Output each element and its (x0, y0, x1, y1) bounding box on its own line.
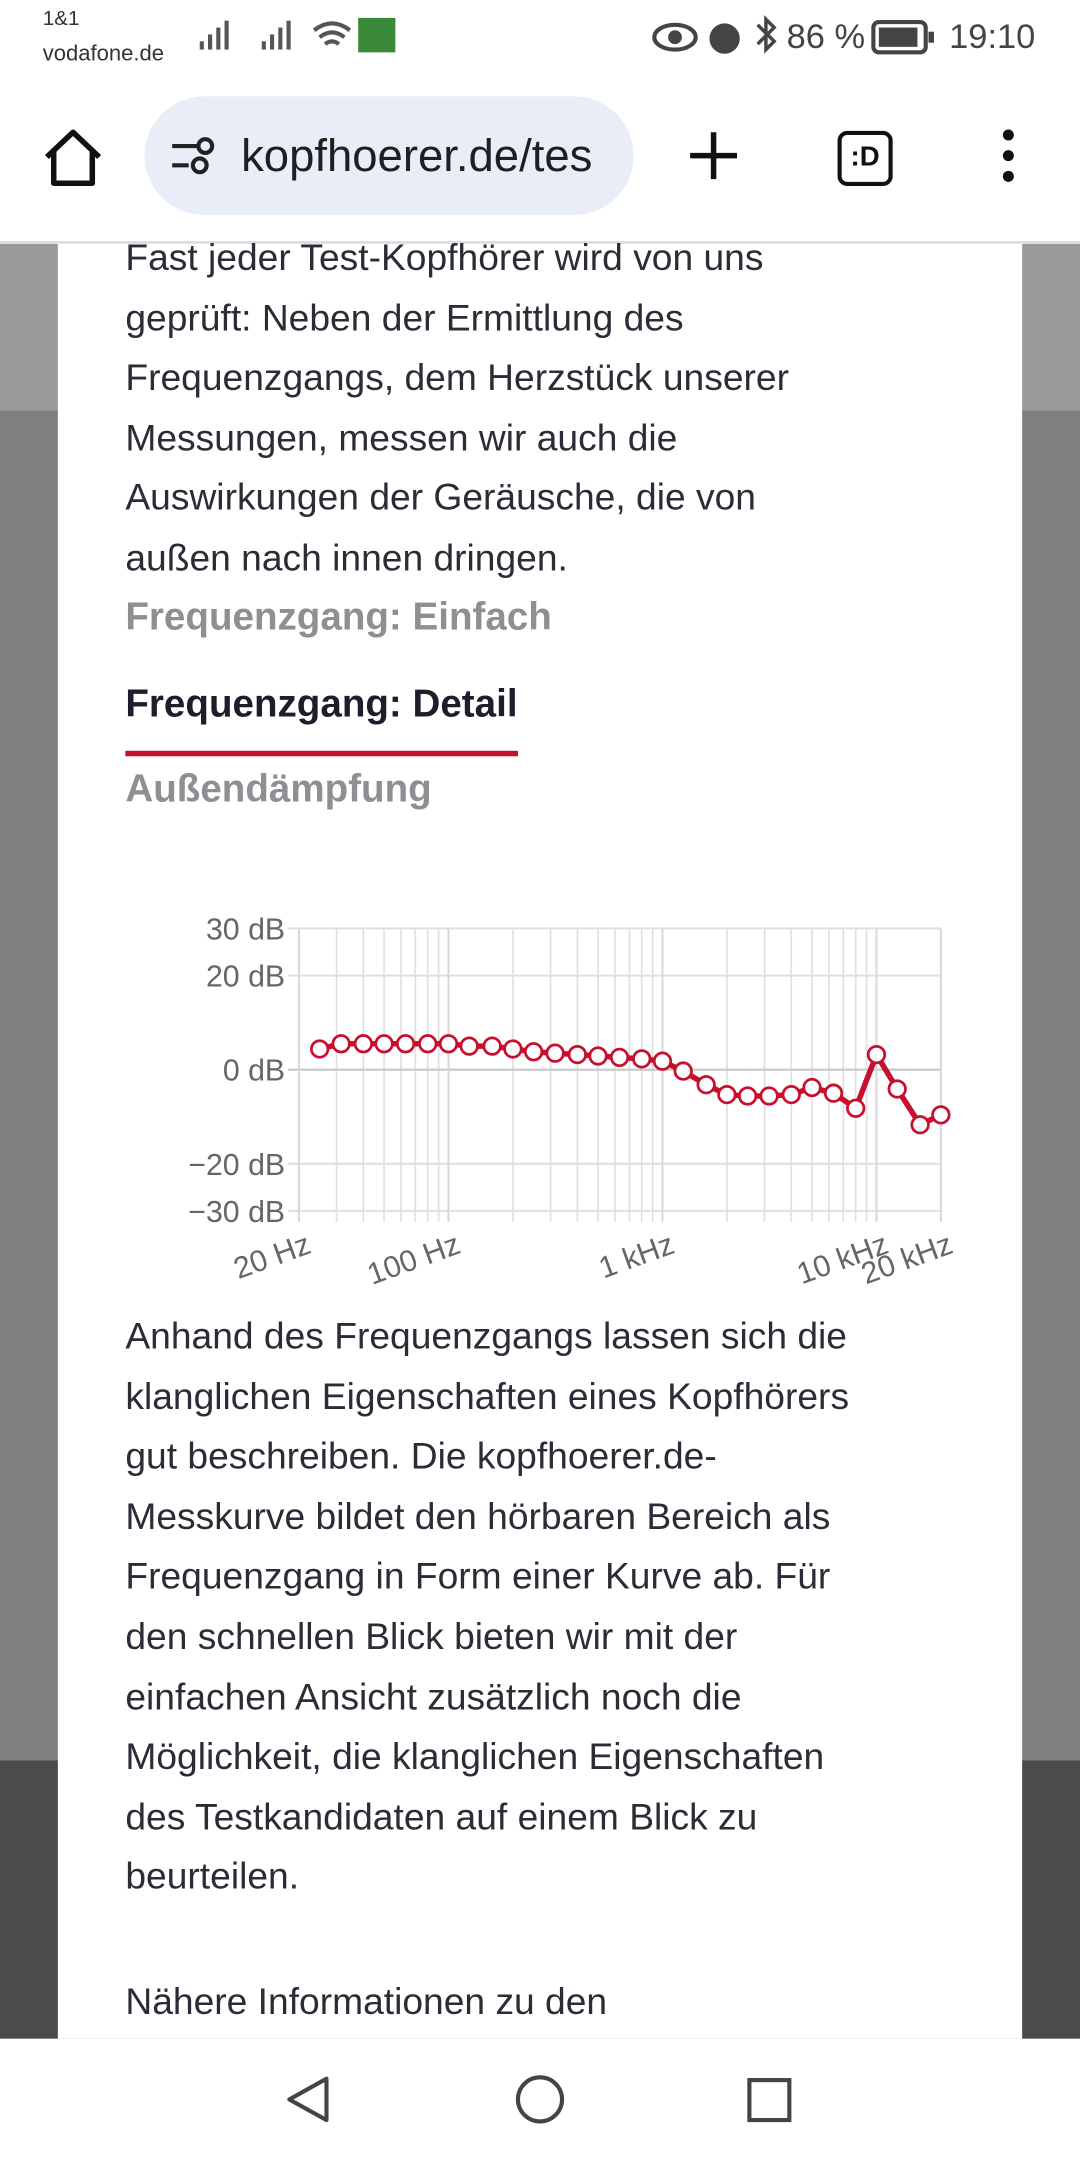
x-tick-label: 1 kHz (595, 1228, 679, 1286)
text-line: Nähere Informationen zu den (125, 1980, 608, 2023)
new-tab-button[interactable] (686, 128, 741, 183)
data-point (717, 1084, 737, 1105)
battery-icon (871, 19, 934, 55)
browser-toolbar: kopfhoerer.de/tes :D (0, 82, 1080, 244)
tab[interactable]: Frequenzgang: Detail (125, 681, 518, 725)
carrier: 1&1 (42, 6, 80, 31)
data-point (866, 1044, 887, 1065)
text-line: Frequenzgang in Form einer Kurve ab. Für (125, 1555, 831, 1598)
data-point (438, 1034, 459, 1054)
home-button[interactable] (39, 124, 108, 193)
menu-button[interactable] (995, 128, 1023, 183)
data-point (737, 1086, 758, 1106)
text-line: beurteilen. (125, 1856, 300, 1898)
data-point (310, 1039, 330, 1059)
text-line: Möglichkeit, die klanglichen Eigenschaft… (125, 1735, 825, 1778)
battery-level: 86 % (786, 17, 866, 57)
x-tick-label: 20 Hz (229, 1228, 315, 1286)
text-line: Messkurve bildet den hörbaren Bereich al… (125, 1495, 831, 1538)
data-point (331, 1034, 351, 1054)
data-point (781, 1084, 801, 1105)
site-settings-icon[interactable] (169, 135, 219, 179)
data-point (353, 1034, 373, 1054)
data-point (632, 1049, 652, 1069)
text-line: den schnellen Blick bieten wir mit der (125, 1615, 738, 1658)
data-point (696, 1075, 716, 1095)
data-point (846, 1098, 866, 1118)
url-bar[interactable]: kopfhoerer.de/tes (144, 96, 634, 215)
data-point (802, 1077, 822, 1098)
y-tick-label: 20 dB (206, 961, 285, 994)
tab[interactable]: Außendämpfung (125, 767, 432, 810)
data-point (567, 1044, 587, 1065)
text-line: klanglichen Eigenschaften eines Kopfhöre… (125, 1375, 850, 1417)
data-point (418, 1034, 438, 1054)
y-tick-label: 0 dB (223, 1055, 285, 1088)
text-line: Fast jeder Test-Kopfhörer wird von uns (125, 236, 764, 279)
tab[interactable]: Frequenzgang: Einfach (125, 595, 552, 638)
text-line: geprüft: Neben der Ermittlung des (125, 296, 684, 339)
data-point (503, 1039, 523, 1059)
data-point (459, 1036, 479, 1056)
tab-switcher[interactable]: :D (837, 130, 893, 186)
x-tick-label: 100 Hz (363, 1228, 464, 1292)
data-point (673, 1061, 693, 1081)
data-point (588, 1046, 608, 1066)
system-icons (652, 15, 777, 54)
clock: 19:10 (949, 17, 1036, 57)
data-point (524, 1042, 544, 1062)
tab-underline (125, 750, 518, 757)
text-line: gut beschreiben. Die kopfhoerer.de- (125, 1435, 717, 1477)
data-point (545, 1043, 565, 1063)
text-line: außen nach innen dringen. (125, 537, 568, 579)
data-point (910, 1115, 930, 1135)
data-point (374, 1034, 394, 1054)
nav-icons (287, 2075, 792, 2124)
data-point (609, 1047, 630, 1068)
text-line: Anhand des Frequenzgangs lassen sich die (125, 1315, 847, 1357)
status-bar: 1&1 vodafone.de 86 % 19:10 (0, 0, 1080, 83)
text-line: Messungen, messen wir auch die (125, 417, 678, 459)
data-point (823, 1083, 844, 1103)
tab-count: :D (850, 141, 880, 173)
signal-icons (199, 17, 396, 53)
y-tick-label: −30 dB (188, 1196, 285, 1229)
text-line: einfachen Ansicht zusätzlich noch die (125, 1675, 742, 1718)
data-point (759, 1086, 779, 1106)
y-tick-label: −20 dB (188, 1149, 285, 1182)
text-line: Frequenzgangs, dem Herzstück unserer (125, 357, 789, 399)
text-line: Auswirkungen der Geräusche, die von (125, 477, 756, 519)
data-point (395, 1034, 416, 1054)
data-point (482, 1036, 502, 1056)
data-point (652, 1051, 673, 1071)
nav-bar (0, 2038, 1080, 2160)
data-point (931, 1105, 951, 1125)
data-point (887, 1079, 907, 1099)
text-line: des Testkandidaten auf einem Blick zu (125, 1796, 758, 1838)
y-tick-label: 30 dB (206, 913, 285, 946)
network: vodafone.de (42, 42, 165, 67)
url-text: kopfhoerer.de/tes (241, 129, 593, 181)
article-card (57, 241, 1023, 2039)
